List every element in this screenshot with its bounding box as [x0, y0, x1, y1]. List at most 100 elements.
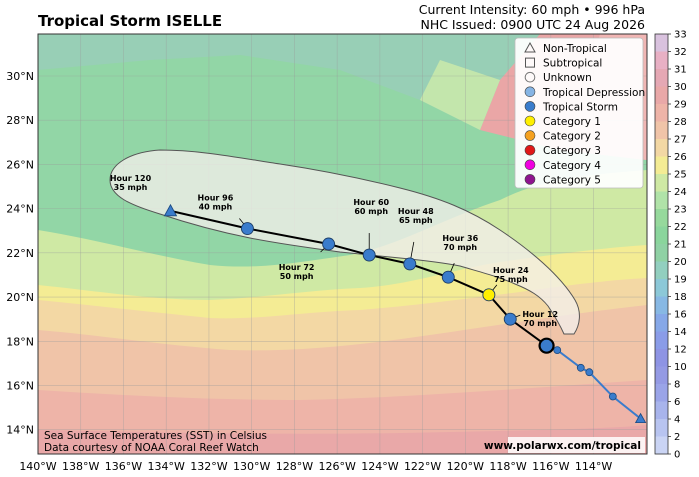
- lat-tick-label: 18°N: [6, 335, 34, 348]
- forecast-speed-label: 60 mph: [354, 207, 388, 216]
- lon-tick-label: 130°W: [233, 460, 270, 473]
- legend-circle-icon: [524, 71, 536, 83]
- legend-label: Subtropical: [543, 58, 602, 70]
- forecast-position-marker: [482, 288, 496, 302]
- colorbar-tick-label: 26: [674, 152, 687, 163]
- lon-tick-label: 116°W: [532, 460, 569, 473]
- colorbar-tick-label: 20: [674, 257, 687, 268]
- lon-tick-label: 122°W: [404, 460, 441, 473]
- forecast-position-marker: [403, 257, 417, 271]
- past-position-triangle: [634, 412, 647, 424]
- colorbar-segment: [655, 139, 668, 157]
- colorbar-tick-label: 10: [674, 362, 687, 373]
- legend-label: Category 3: [543, 145, 601, 157]
- colorbar-segment: [655, 261, 668, 280]
- colorbar-tick-label: 28: [674, 117, 687, 128]
- past-position-marker: [585, 368, 594, 377]
- colorbar-segment: [655, 314, 668, 332]
- legend-label: Unknown: [543, 72, 592, 84]
- forecast-hour-label: Hour 120: [110, 174, 152, 183]
- forecast-position-marker: [441, 270, 455, 284]
- colorbar-segment: [655, 174, 668, 192]
- lon-tick-label: 126°W: [318, 460, 355, 473]
- colorbar-segment: [655, 69, 668, 87]
- lon-tick-label: 114°W: [575, 460, 612, 473]
- colorbar-segment: [655, 51, 668, 70]
- lat-tick-label: 24°N: [6, 203, 34, 216]
- colorbar-segment: [655, 401, 668, 420]
- colorbar-tick-label: 25: [674, 170, 687, 181]
- map-border: [37, 33, 648, 455]
- legend-square-icon: [525, 57, 535, 68]
- forecast-speed-label: 35 mph: [114, 183, 148, 192]
- colorbar-tick-label: 30: [674, 82, 687, 93]
- lat-tick-label: 14°N: [6, 424, 34, 437]
- data-credit: Data courtesy of NOAA Coral Reef Watch: [44, 442, 259, 454]
- forecast-cone: [109, 149, 580, 335]
- colorbar-tick-label: 32: [674, 47, 687, 58]
- colorbar-tick-label: 12: [674, 345, 687, 356]
- colorbar-segment: [655, 244, 668, 262]
- forecast-hour-label: Hour 60: [353, 198, 389, 207]
- legend-label: Tropical Depression: [542, 87, 645, 99]
- current-position-marker: [538, 337, 555, 354]
- lon-tick-label: 128°W: [276, 460, 313, 473]
- colorbar-segment: [655, 34, 668, 52]
- sst-colorbar: 3332313029282726252423222120191816141210…: [654, 30, 687, 461]
- map-axes: 140°W 138°W 136°W 134°W 132°W 130°W 128°W 126°W…: [6, 70, 612, 473]
- colorbar-tick-label: 31: [674, 65, 687, 76]
- forecast-hour-label: Hour 12: [522, 310, 558, 319]
- current-intensity: Current Intensity: 60 mph • 996 hPa: [418, 2, 645, 17]
- legend-label: Category 5: [543, 174, 601, 186]
- lat-tick-label: 28°N: [6, 114, 34, 127]
- legend-label: Category 1: [543, 116, 601, 128]
- forecast-speed-label: 70 mph: [523, 319, 557, 328]
- forecast-speed-label: 50 mph: [280, 272, 314, 281]
- forecast-hour-label: Hour 36: [442, 234, 478, 243]
- colorbar-tick-label: 22: [674, 222, 687, 233]
- colorbar-tick-label: 23: [674, 205, 687, 216]
- forecast-hour-label: Hour 96: [198, 194, 234, 203]
- sst-note: Sea Surface Temperatures (SST) in Celsiu…: [44, 430, 267, 442]
- colorbar-segment: [655, 296, 668, 315]
- colorbar-segment: [655, 121, 668, 140]
- lat-tick-label: 30°N: [6, 70, 34, 83]
- legend-dot-icon: [524, 144, 536, 156]
- legend-dot-icon: [524, 101, 536, 112]
- colorbar-tick-label: 21: [674, 240, 687, 251]
- colorbar-tick-label: 19: [674, 275, 687, 286]
- legend-dot-icon: [524, 130, 536, 141]
- forecast-speed-label: 70 mph: [443, 243, 477, 252]
- colorbar-segment: [655, 86, 668, 105]
- colorbar-tick-label: 14: [674, 327, 687, 338]
- colorbar-segment: [655, 331, 668, 350]
- legend-dot-icon: [524, 159, 536, 171]
- legend: Non-Tropical Subtropical Unknown Tropical D…: [514, 37, 645, 189]
- website-label: www.polarwx.com/tropical: [484, 440, 641, 452]
- forecast-speed-label: 40 mph: [199, 203, 233, 212]
- website-box: [508, 437, 645, 453]
- colorbar-segment: [655, 384, 668, 402]
- colorbar-segment: [655, 419, 668, 437]
- lat-tick-label: 20°N: [6, 291, 34, 304]
- lon-tick-label: 134°W: [148, 460, 185, 473]
- legend-dot-icon: [524, 174, 536, 185]
- lon-tick-label: 132°W: [190, 460, 227, 473]
- colorbar-segment: [655, 279, 668, 297]
- colorbar-segment: [655, 156, 668, 175]
- forecast-position-marker: [240, 222, 254, 235]
- colorbar-tick-label: 24: [674, 187, 687, 198]
- legend-label: Non-Tropical: [543, 43, 607, 55]
- lon-tick-label: 136°W: [105, 460, 142, 473]
- forecast-position-marker: [322, 237, 336, 251]
- forecast-speed-label: 65 mph: [399, 216, 433, 225]
- forecast-speed-label: 75 mph: [494, 275, 528, 284]
- colorbar-tick-label: 29: [674, 100, 687, 111]
- colorbar-tick-label: 27: [674, 135, 687, 146]
- forecast-hour-label: Hour 24: [493, 266, 529, 275]
- forecast-hour-label: Hour 48: [398, 207, 434, 216]
- past-position-marker: [576, 363, 585, 372]
- colorbar-tick-label: 4: [674, 415, 680, 426]
- lat-tick-label: 16°N: [6, 379, 34, 392]
